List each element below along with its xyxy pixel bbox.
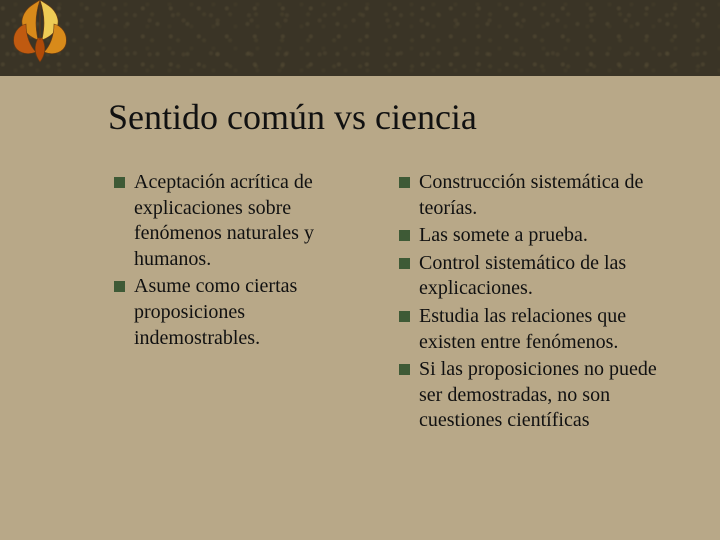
bullet-text: Si las proposiciones no puede ser demost… [419, 357, 684, 434]
bullet-icon [114, 177, 125, 188]
list-item: Aceptación acrítica de explicaciones sob… [114, 170, 369, 272]
list-item: Si las proposiciones no puede ser demost… [399, 357, 684, 434]
leaf-icon [4, 0, 76, 66]
bullet-text: Las somete a prueba. [419, 223, 684, 249]
content-columns: Aceptación acrítica de explicaciones sob… [114, 170, 680, 436]
list-item: Estudia las relaciones que existen entre… [399, 304, 684, 355]
bullet-icon [399, 230, 410, 241]
bullet-text: Construcción sistemática de teorías. [419, 170, 684, 221]
bullet-text: Estudia las relaciones que existen entre… [419, 304, 684, 355]
bullet-icon [114, 281, 125, 292]
decorative-top-border [0, 0, 720, 76]
bullet-icon [399, 258, 410, 269]
list-item: Control sistemático de las explicaciones… [399, 251, 684, 302]
left-column: Aceptación acrítica de explicaciones sob… [114, 170, 369, 436]
right-column: Construcción sistemática de teorías. Las… [399, 170, 684, 436]
bullet-text: Control sistemático de las explicaciones… [419, 251, 684, 302]
list-item: Asume como ciertas proposiciones indemos… [114, 274, 369, 351]
bullet-icon [399, 311, 410, 322]
list-item: Las somete a prueba. [399, 223, 684, 249]
list-item: Construcción sistemática de teorías. [399, 170, 684, 221]
bullet-text: Asume como ciertas proposiciones indemos… [134, 274, 369, 351]
slide-title: Sentido común vs ciencia [108, 96, 477, 138]
bullet-text: Aceptación acrítica de explicaciones sob… [134, 170, 369, 272]
bullet-icon [399, 364, 410, 375]
bullet-icon [399, 177, 410, 188]
